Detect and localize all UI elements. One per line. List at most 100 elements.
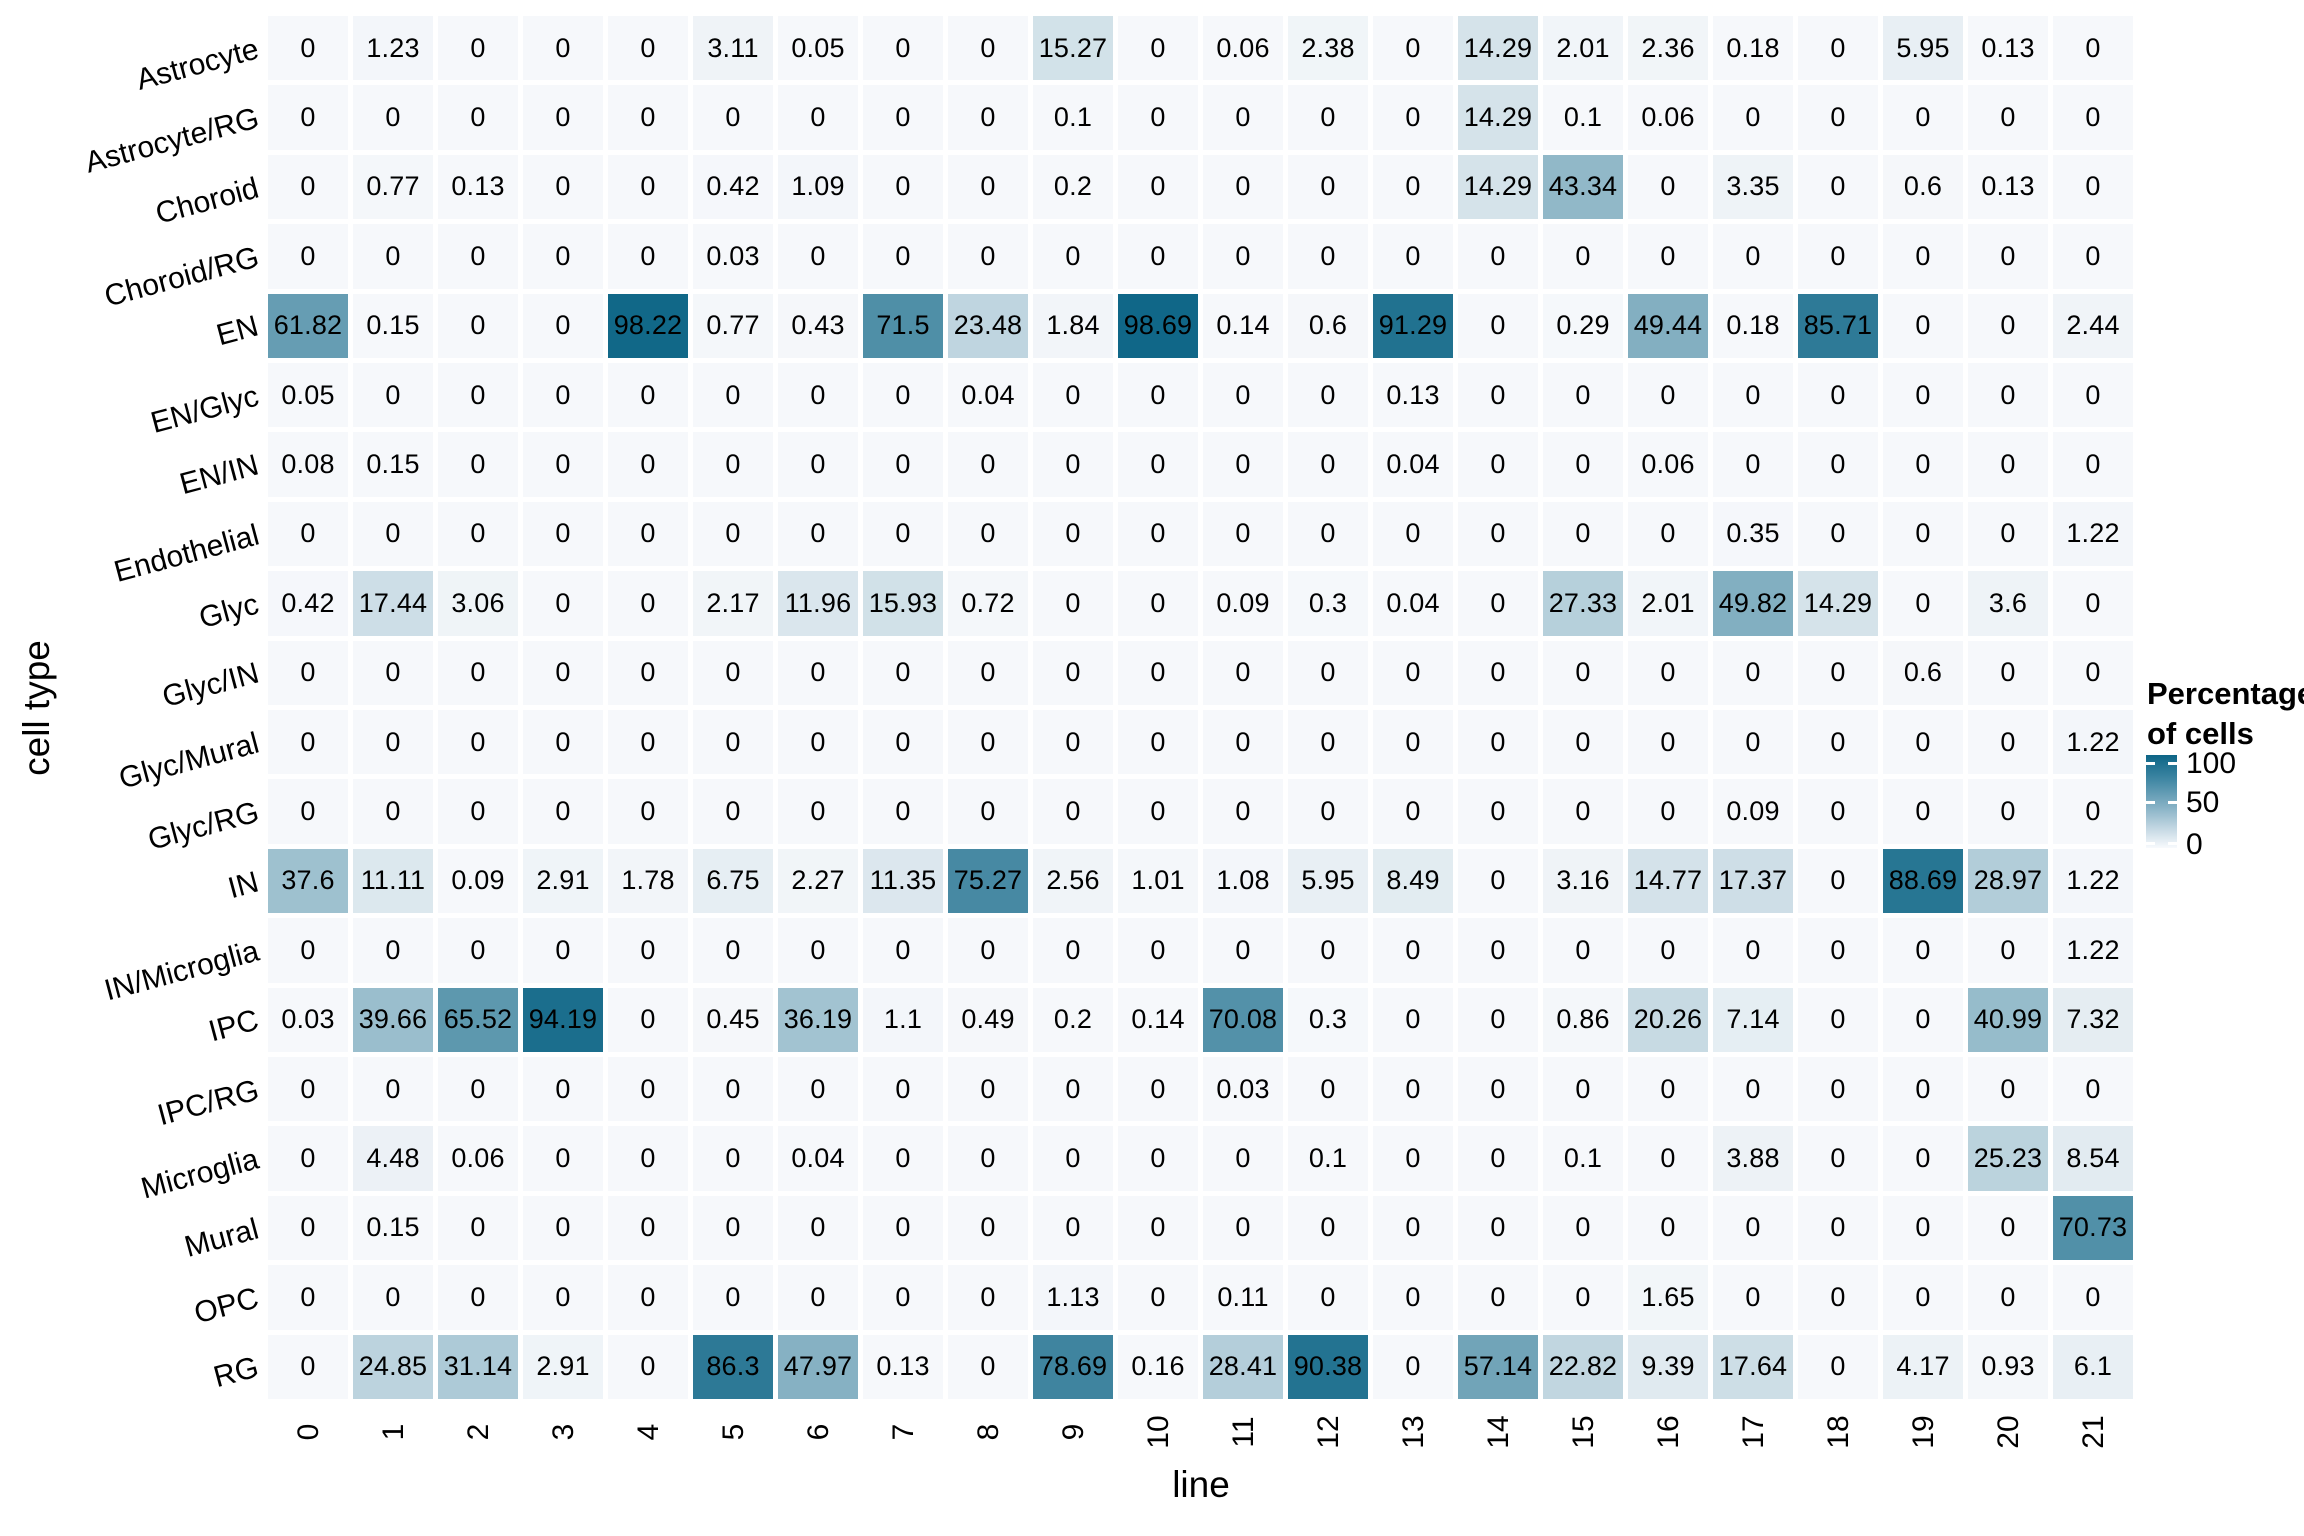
- x-tick-label: 4: [631, 1423, 665, 1441]
- heatmap-cell: 2.27: [778, 848, 858, 914]
- heatmap-cell: 0: [1033, 1195, 1113, 1261]
- heatmap-cell: 1.65: [1628, 1265, 1708, 1330]
- heatmap-cell: 0: [1373, 85, 1453, 150]
- heatmap-cell: 0: [1883, 710, 1963, 775]
- heatmap-cell: 0: [1118, 571, 1198, 636]
- heatmap-cell: 0: [268, 154, 348, 220]
- heatmap-cell: 78.69: [1033, 1334, 1113, 1399]
- x-tick-label: 10: [1141, 1415, 1175, 1449]
- heatmap-cell: 27.33: [1543, 571, 1623, 636]
- heatmap-cell: 0: [948, 1126, 1028, 1191]
- heatmap-cell: 0: [268, 918, 348, 983]
- heatmap-cell: 0.13: [1968, 16, 2048, 81]
- heatmap-cell: 0: [438, 16, 518, 81]
- heatmap-cell: 0: [608, 1265, 688, 1330]
- heatmap-cell: 0: [1798, 1057, 1878, 1122]
- heatmap-cell: 0: [1118, 224, 1198, 289]
- heatmap-cell: 0: [1118, 432, 1198, 497]
- x-tick-label: 16: [1651, 1415, 1685, 1449]
- heatmap-cell: 0: [693, 85, 773, 150]
- heatmap-cell: 0: [1543, 501, 1623, 567]
- heatmap-cell: 0: [1033, 432, 1113, 497]
- heatmap-cell: 0: [1033, 501, 1113, 567]
- heatmap-cell: 0: [523, 501, 603, 567]
- y-tick-label: EN: [213, 309, 263, 353]
- heatmap-cell: 71.5: [863, 293, 943, 358]
- heatmap-cell: 0: [863, 363, 943, 428]
- heatmap-cell: 0: [1798, 85, 1878, 150]
- heatmap-cell: 0: [1968, 710, 2048, 775]
- heatmap-cell: 0: [693, 363, 773, 428]
- heatmap-cell: 0: [1628, 710, 1708, 775]
- heatmap-cell: 0: [863, 918, 943, 983]
- x-tick-label: 18: [1821, 1415, 1855, 1449]
- heatmap-cell: 0.16: [1118, 1334, 1198, 1399]
- heatmap-cell: 0: [1373, 640, 1453, 705]
- legend-title: Percentage of cells: [2147, 674, 2304, 754]
- y-tick-label: Glyc/Mural: [115, 726, 263, 796]
- heatmap-cell: 0.6: [1288, 293, 1368, 358]
- heatmap-cell: 0: [353, 640, 433, 705]
- heatmap-cell: 0: [948, 1334, 1028, 1399]
- heatmap-cell: 0: [1033, 1126, 1113, 1191]
- heatmap-cell: 0: [1458, 224, 1538, 289]
- heatmap-cell: 28.97: [1968, 848, 2048, 914]
- heatmap-cell: 0: [1203, 363, 1283, 428]
- heatmap-cell: 0.04: [1373, 432, 1453, 497]
- heatmap-cell: 0: [438, 918, 518, 983]
- heatmap-cell: 0: [1458, 1126, 1538, 1191]
- heatmap-cell: 0: [1628, 1195, 1708, 1261]
- heatmap-cell: 0: [2053, 571, 2133, 636]
- heatmap-cell: 0: [1883, 224, 1963, 289]
- legend-colorbar: [2146, 755, 2177, 848]
- legend-tick-100: [2168, 762, 2177, 765]
- heatmap-cell: 0: [608, 154, 688, 220]
- heatmap-cell: 0: [1118, 16, 1198, 81]
- heatmap-cell: 57.14: [1458, 1334, 1538, 1399]
- y-tick-label: Mural: [181, 1212, 263, 1264]
- heatmap-cell: 0: [1118, 918, 1198, 983]
- heatmap-cell: 0: [1033, 363, 1113, 428]
- heatmap-cell: 0: [948, 154, 1028, 220]
- heatmap-cell: 0: [1118, 640, 1198, 705]
- heatmap-cell: 0: [608, 363, 688, 428]
- heatmap-cell: 0.03: [268, 987, 348, 1052]
- heatmap-cell: 17.64: [1713, 1334, 1793, 1399]
- heatmap-cell: 0: [948, 918, 1028, 983]
- y-tick-label: Astrocyte: [132, 32, 263, 97]
- heatmap-cell: 0: [1373, 224, 1453, 289]
- heatmap-cell: 0: [1203, 154, 1283, 220]
- heatmap-cell: 0.18: [1713, 16, 1793, 81]
- heatmap-cell: 0: [1373, 987, 1453, 1052]
- heatmap-cell: 0: [1203, 224, 1283, 289]
- heatmap-cell: 0: [438, 293, 518, 358]
- heatmap-cell: 0: [608, 16, 688, 81]
- heatmap-cell: 0: [2053, 1057, 2133, 1122]
- heatmap-cell: 0: [2053, 363, 2133, 428]
- heatmap-cell: 0: [1713, 1057, 1793, 1122]
- legend-tick-50: [2168, 801, 2177, 804]
- heatmap-cell: 75.27: [948, 848, 1028, 914]
- x-tick-label: 12: [1311, 1415, 1345, 1449]
- y-tick-label: Astrocyte/RG: [81, 101, 263, 180]
- heatmap-cell: 14.29: [1458, 16, 1538, 81]
- heatmap-cell: 11.35: [863, 848, 943, 914]
- heatmap-cell: 14.29: [1458, 85, 1538, 150]
- heatmap-cell: 91.29: [1373, 293, 1453, 358]
- heatmap-cell: 0: [948, 85, 1028, 150]
- heatmap-cell: 0: [1543, 363, 1623, 428]
- heatmap-cell: 0: [1798, 918, 1878, 983]
- heatmap-cell: 0.15: [353, 1195, 433, 1261]
- heatmap-cell: 0: [608, 1195, 688, 1261]
- heatmap-cell: 88.69: [1883, 848, 1963, 914]
- heatmap-cell: 0: [268, 224, 348, 289]
- heatmap-cell: 1.22: [2053, 710, 2133, 775]
- heatmap-cell: 0: [1373, 918, 1453, 983]
- legend-tick-50: [2146, 801, 2155, 804]
- heatmap-cell: 0: [268, 779, 348, 844]
- heatmap-cell: 0: [1628, 1057, 1708, 1122]
- heatmap-cell: 0: [693, 918, 773, 983]
- heatmap-cell: 0.04: [1373, 571, 1453, 636]
- heatmap-cell: 0: [1033, 224, 1113, 289]
- heatmap-cell: 0: [1628, 779, 1708, 844]
